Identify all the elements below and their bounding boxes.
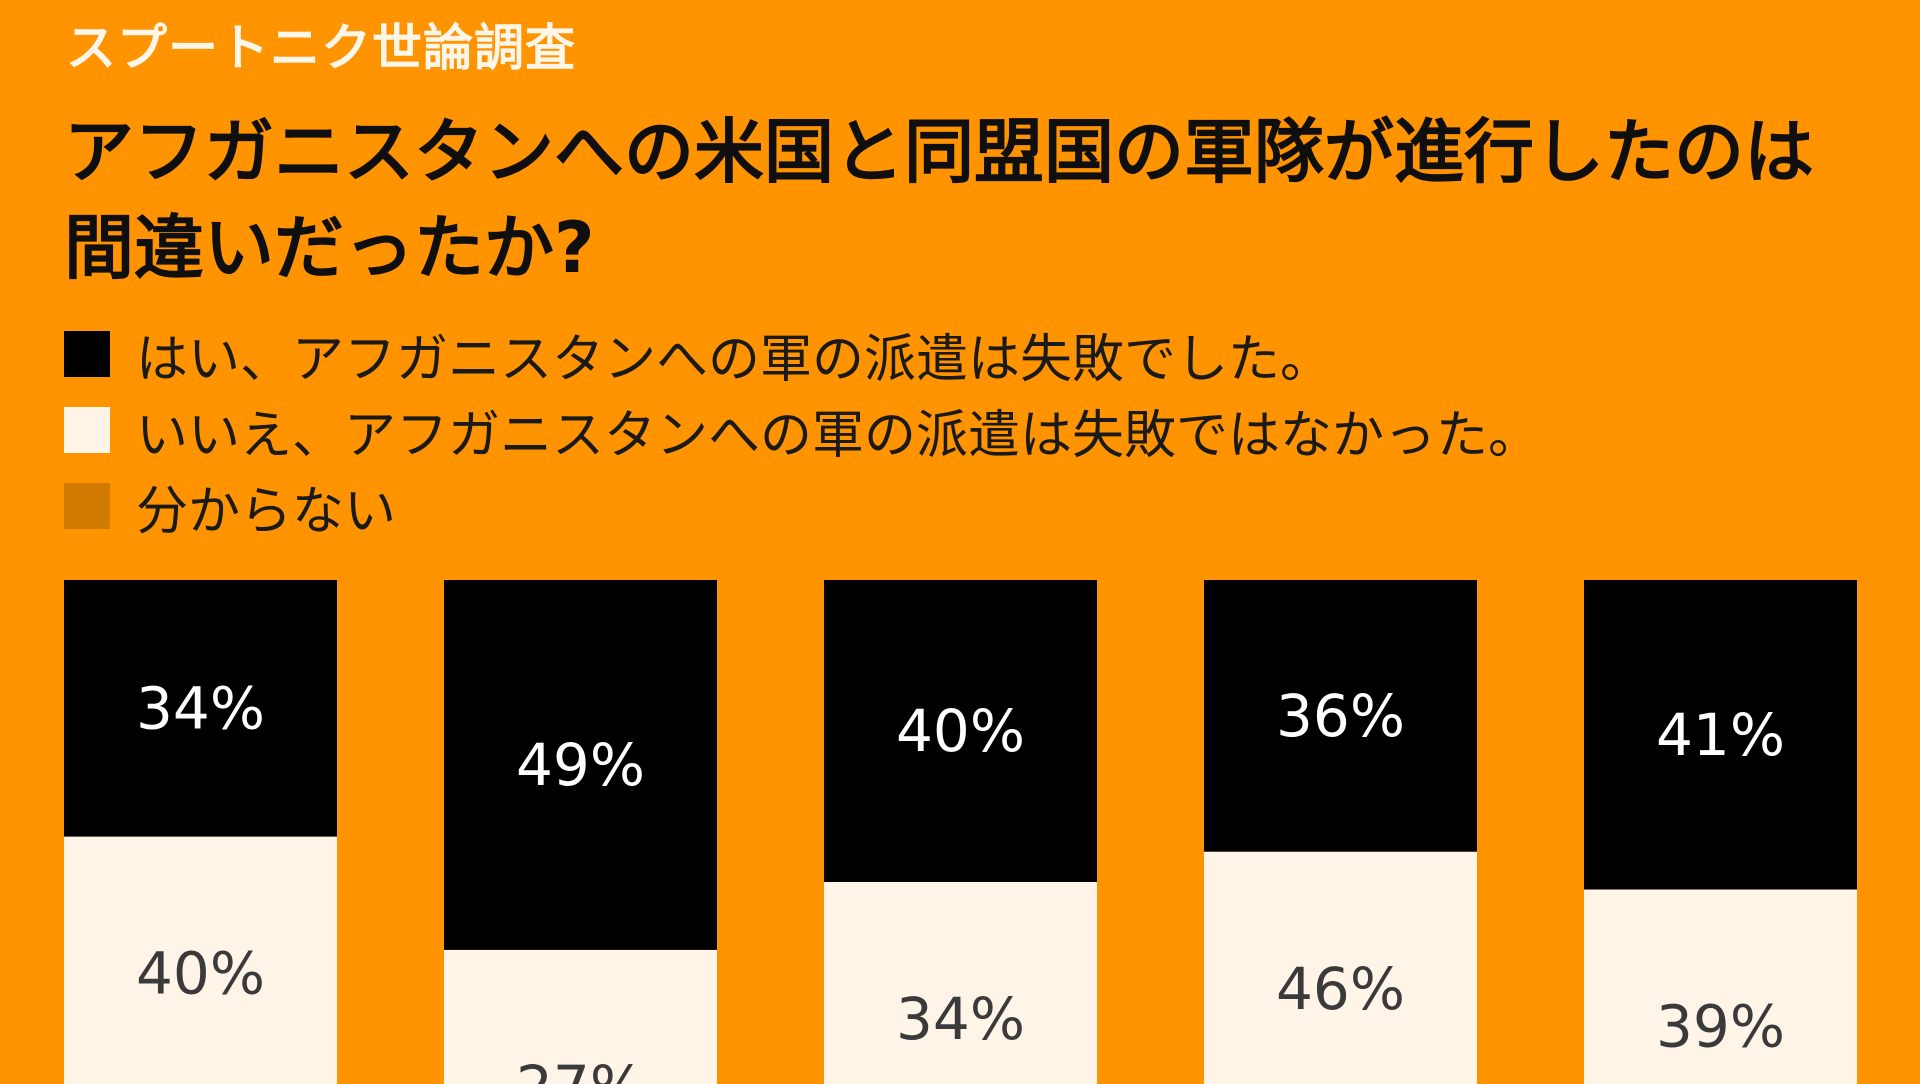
bar-yes-4 xyxy=(1204,580,1477,852)
data-label-yes-1: 34% xyxy=(136,674,265,742)
legend-label-dont-know: 分からない xyxy=(136,481,397,542)
legend: はい、アフガニスタンへの軍の派遣は失敗でした。 いいえ、アフガニスタンへの軍の派… xyxy=(64,316,1540,544)
bar-no-1 xyxy=(64,836,337,1084)
legend-swatch-dont-know xyxy=(64,483,110,529)
legend-label-no: いいえ、アフガニスタンへの軍の派遣は失敗ではなかった。 xyxy=(136,405,1541,466)
legend-item-no: いいえ、アフガニスタンへの軍の派遣は失敗ではなかった。 xyxy=(64,392,1540,468)
data-label-yes-3: 40% xyxy=(896,697,1025,765)
data-label-yes-2: 49% xyxy=(516,731,645,799)
bar-yes-3 xyxy=(824,580,1097,882)
data-label-no-2: 27% xyxy=(516,1053,645,1084)
data-label-yes-4: 36% xyxy=(1276,682,1405,750)
legend-item-dont-know: 分からない xyxy=(64,468,1540,544)
bar-no-4 xyxy=(1204,851,1477,1084)
survey-label: スプートニク世論調査 xyxy=(66,19,576,77)
data-label-no-3: 34% xyxy=(896,985,1025,1053)
legend-label-yes: はい、アフガニスタンへの軍の派遣は失敗でした。 xyxy=(136,329,1333,390)
data-label-no-5: 39% xyxy=(1656,993,1785,1061)
data-label-no-1: 40% xyxy=(136,940,265,1008)
legend-item-yes: はい、アフガニスタンへの軍の派遣は失敗でした。 xyxy=(64,316,1540,392)
chart-title: アフガニスタンへの米国と同盟国の軍隊が進行したのは間違いだったか? xyxy=(64,111,1814,289)
bar-yes-5 xyxy=(1584,580,1857,890)
bar-no-3 xyxy=(824,882,1097,1084)
data-label-no-4: 46% xyxy=(1276,955,1405,1023)
bar-no-2 xyxy=(444,949,717,1084)
legend-swatch-yes xyxy=(64,331,110,377)
data-label-yes-5: 41% xyxy=(1656,701,1785,769)
legend-swatch-no xyxy=(64,407,110,453)
bar-yes-2 xyxy=(444,580,717,950)
bar-yes-1 xyxy=(64,580,337,837)
bar-no-5 xyxy=(1584,889,1857,1084)
